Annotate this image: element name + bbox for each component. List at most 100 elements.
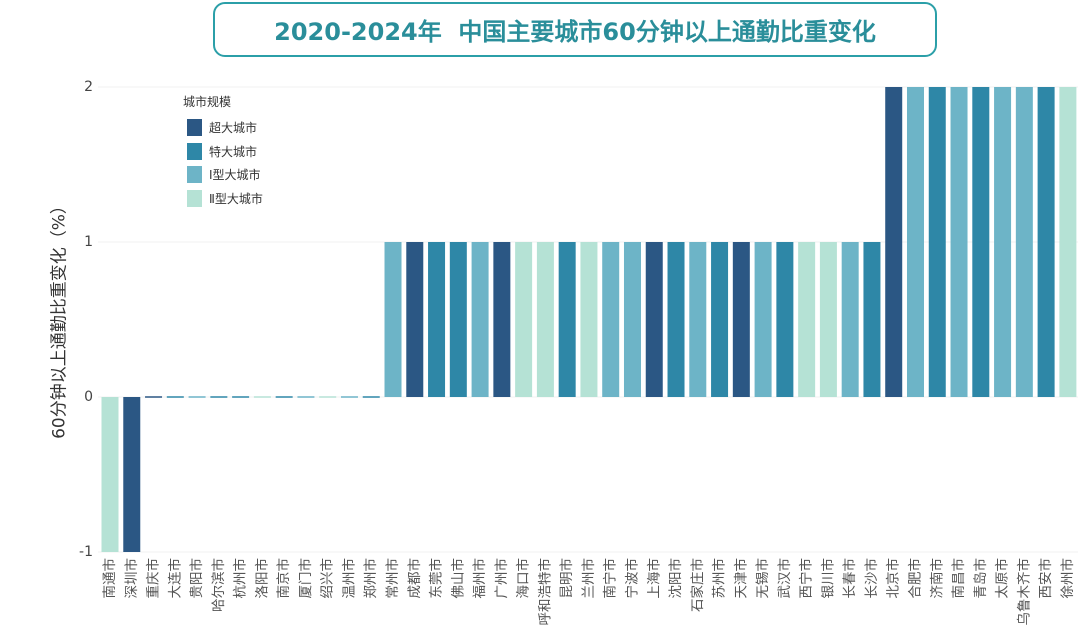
- bar: [732, 242, 750, 397]
- bar: [536, 242, 554, 397]
- bar: [623, 242, 641, 397]
- bar: [906, 87, 924, 397]
- x-tick-label: 西宁市: [798, 558, 815, 599]
- x-tick-label: 银川市: [819, 558, 836, 599]
- bar: [384, 242, 402, 397]
- x-tick-label: 大连市: [166, 558, 183, 599]
- bar: [798, 242, 816, 397]
- y-axis-ticks: 2 1 0 -1: [79, 79, 93, 560]
- x-tick-label: 太原市: [994, 558, 1011, 599]
- bar: [863, 242, 881, 397]
- bar: [928, 87, 946, 397]
- x-tick-label: 无锡市: [754, 558, 771, 599]
- bar: [515, 242, 533, 397]
- bar: [994, 87, 1012, 397]
- x-tick-label: 哈尔滨市: [210, 558, 227, 612]
- bar: [123, 397, 141, 552]
- bar: [101, 397, 119, 552]
- legend-swatch: [187, 142, 202, 160]
- y-tick-label: 1: [84, 234, 93, 250]
- bar: [297, 396, 315, 398]
- x-tick-label: 合肥市: [906, 558, 923, 599]
- x-tick-label: 石家庄市: [689, 558, 706, 612]
- y-tick-label: 2: [84, 79, 93, 95]
- bar: [253, 396, 271, 398]
- legend-swatch: [187, 119, 202, 137]
- x-tick-label: 广州市: [493, 558, 510, 599]
- x-tick-label: 昆明市: [558, 558, 575, 599]
- bar: [210, 396, 228, 398]
- x-tick-label: 重庆市: [145, 558, 162, 599]
- bar: [232, 396, 250, 398]
- x-tick-label: 宁波市: [623, 558, 640, 599]
- bar: [319, 396, 337, 398]
- x-tick-label: 成都市: [406, 558, 423, 599]
- bar: [885, 87, 903, 397]
- x-tick-label: 济南市: [928, 558, 945, 599]
- bar: [362, 396, 380, 398]
- bar: [558, 242, 576, 397]
- bar: [145, 396, 163, 398]
- bar: [1037, 87, 1055, 397]
- x-tick-label: 郑州市: [362, 558, 379, 599]
- legend-swatch: [187, 166, 202, 184]
- chart-title-box: 2020-2024年 中国主要城市60分钟以上通勤比重变化: [213, 2, 937, 57]
- bar: [188, 396, 206, 398]
- x-tick-label: 天津市: [732, 558, 749, 599]
- x-tick-label: 海口市: [515, 558, 532, 599]
- x-tick-label: 武汉市: [776, 558, 793, 599]
- bar: [841, 242, 859, 397]
- x-tick-label: 长沙市: [863, 558, 880, 599]
- bar: [645, 242, 663, 397]
- x-tick-label: 南通市: [101, 558, 118, 599]
- bar: [449, 242, 467, 397]
- bar: [776, 242, 794, 397]
- y-tick-label: 0: [84, 389, 93, 405]
- bar: [689, 242, 707, 397]
- x-tick-label: 呼和浩特市: [536, 558, 553, 626]
- bars: [101, 87, 1077, 552]
- x-tick-label: 深圳市: [123, 558, 140, 599]
- bar: [754, 242, 772, 397]
- bar: [1059, 87, 1077, 397]
- x-tick-label: 南昌市: [950, 558, 967, 599]
- x-tick-label: 厦门市: [297, 558, 314, 599]
- x-tick-label: 苏州市: [711, 558, 728, 599]
- bar: [471, 242, 489, 397]
- bar: [711, 242, 729, 397]
- x-tick-label: 南宁市: [602, 558, 619, 599]
- y-tick-label: -1: [79, 544, 93, 560]
- bar: [972, 87, 990, 397]
- x-tick-label: 徐州市: [1059, 558, 1076, 599]
- x-tick-label: 福州市: [471, 558, 488, 599]
- bar: [275, 396, 293, 398]
- legend: 城市规模 超大城市 特大城市 Ⅰ型大城市 Ⅱ型大城市: [183, 93, 263, 210]
- x-tick-label: 沈阳市: [667, 558, 684, 599]
- legend-item: 超大城市: [183, 116, 263, 140]
- x-tick-label: 北京市: [885, 558, 902, 599]
- legend-label: 特大城市: [209, 144, 258, 159]
- bar: [493, 242, 511, 397]
- bar: [340, 396, 358, 398]
- legend-item: Ⅰ型大城市: [183, 163, 263, 187]
- bar: [580, 242, 598, 397]
- x-tick-label: 杭州市: [232, 558, 249, 599]
- bar: [1015, 87, 1033, 397]
- x-tick-label: 南京市: [275, 558, 292, 599]
- legend-label: Ⅰ型大城市: [209, 168, 261, 183]
- legend-item: 特大城市: [183, 140, 263, 164]
- x-axis-ticks: 南通市 深圳市 重庆市 大连市 贵阳市 哈尔滨市 杭州市 洛阳市 南京市 厦门市 绍兴市 温州市 郑州市…: [101, 558, 1076, 626]
- x-tick-label: 佛山市: [449, 558, 466, 599]
- y-axis-label: 60分钟以上通勤比重变化（%）: [49, 197, 70, 439]
- x-tick-label: 绍兴市: [319, 558, 336, 599]
- x-tick-label: 兰州市: [580, 558, 597, 599]
- bar: [428, 242, 446, 397]
- bar: [819, 242, 837, 397]
- legend-label: Ⅱ型大城市: [209, 191, 263, 206]
- x-tick-label: 长春市: [841, 558, 858, 599]
- bar: [406, 242, 424, 397]
- bar: [667, 242, 685, 397]
- x-tick-label: 东莞市: [428, 558, 445, 599]
- legend-title: 城市规模: [183, 95, 232, 109]
